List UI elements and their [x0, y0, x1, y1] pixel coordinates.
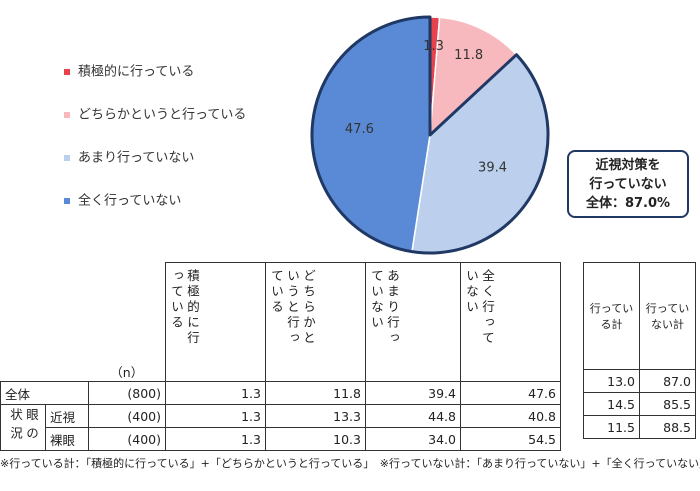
legend-swatch — [64, 112, 70, 118]
column-header-text: 積極的に行っている — [169, 269, 200, 347]
total-cell: 14.5 — [583, 392, 640, 416]
footnote: ※行っている計：「積極的に行っている」+「どちらかというと行っている」 ※行って… — [0, 457, 700, 470]
data-label: 47.6 — [345, 122, 374, 137]
annotation: 近視対策を 行っていない 全体：87.0% — [567, 150, 689, 218]
legend-swatch — [64, 198, 70, 204]
value-cell: 47.6 — [460, 381, 561, 405]
value-cell: 39.4 — [365, 381, 461, 405]
total-cell: 85.5 — [639, 392, 696, 416]
total-cell: 87.0 — [639, 369, 696, 393]
data-label: 39.4 — [478, 161, 507, 176]
annotation-line: 行っていない — [589, 176, 667, 192]
table-main: （n） 積極的に行っている どちらかというと行っている あまり行っていない 全く… — [0, 262, 561, 451]
column-header-text: あまり行っていない — [369, 269, 400, 347]
value-cell: 1.3 — [165, 427, 266, 451]
value-cell: 40.8 — [460, 404, 561, 428]
value-cell: 34.0 — [365, 427, 461, 451]
value-cell: 10.3 — [265, 427, 366, 451]
column-header-text: 全く行っていない — [464, 269, 495, 347]
n-cell: (400) — [88, 427, 166, 451]
n-header: （n） — [110, 365, 144, 380]
legend-swatch — [64, 69, 70, 75]
pie-chart: 1.3 積極的に行っている 11.8 どちらかというと行っている 39.4 あまり行ってい… — [64, 15, 550, 255]
column-header: あまり行っていない — [365, 262, 461, 382]
n-cell: (400) — [88, 404, 166, 428]
column-header: 積極的に行っている — [165, 262, 266, 382]
value-cell: 1.3 — [165, 381, 266, 405]
column-header: 行っていない計 — [639, 262, 696, 370]
data-label: 11.8 — [454, 48, 483, 63]
value-cell: 54.5 — [460, 427, 561, 451]
row-label: 近視 — [45, 404, 89, 428]
group-label: 眼の状況 — [0, 404, 46, 451]
value-cell: 1.3 — [165, 404, 266, 428]
legend-label: 積極的に行っている — [78, 64, 194, 80]
legend-label: 全く行っていない — [78, 193, 181, 209]
value-cell: 11.8 — [265, 381, 366, 405]
annotation-line: 近視対策を — [595, 157, 661, 173]
total-cell: 13.0 — [583, 369, 640, 393]
row-label: 全体 — [0, 381, 89, 405]
pie-slice — [429, 16, 518, 137]
row-label: 裸眼 — [45, 427, 89, 451]
legend-label: どちらかというと行っている — [78, 108, 246, 123]
table-totals: 行っている計 行っていない計 13.0 87.0 14.5 85.5 11.5 88.5 — [583, 262, 696, 439]
legend-swatch — [64, 155, 70, 161]
value-cell: 13.3 — [265, 404, 366, 428]
column-header: 行っている計 — [583, 262, 640, 370]
annotation-line: 全体：87.0% — [585, 195, 671, 211]
data-label: 1.3 — [423, 39, 444, 54]
legend-label: あまり行っていない — [78, 151, 194, 166]
group-label-text: 眼の状況 — [8, 407, 39, 445]
value-cell: 44.8 — [365, 404, 461, 428]
column-header: どちらかというと行っている — [265, 262, 366, 382]
slice-outline — [310, 15, 550, 255]
n-cell: (800) — [88, 381, 166, 405]
column-header: 全く行っていない — [460, 262, 561, 382]
total-cell: 11.5 — [583, 415, 640, 439]
column-header-text: どちらかというと行っている — [269, 269, 316, 347]
total-cell: 88.5 — [639, 415, 696, 439]
